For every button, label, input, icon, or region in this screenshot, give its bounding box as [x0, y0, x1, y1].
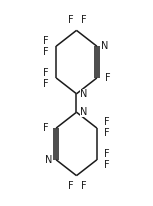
Text: F: F: [68, 15, 74, 25]
Text: F: F: [104, 117, 110, 127]
Text: N: N: [80, 89, 88, 99]
Text: F: F: [104, 128, 110, 138]
Text: F: F: [43, 68, 49, 78]
Text: F: F: [43, 123, 48, 133]
Text: F: F: [43, 36, 49, 46]
Text: F: F: [104, 160, 110, 170]
Text: F: F: [81, 15, 87, 25]
Text: F: F: [43, 47, 49, 57]
Text: N: N: [45, 155, 52, 165]
Text: N: N: [80, 107, 88, 117]
Text: F: F: [105, 73, 110, 83]
Text: F: F: [43, 79, 49, 89]
Text: N: N: [101, 41, 108, 51]
Text: F: F: [68, 181, 74, 191]
Text: F: F: [81, 181, 87, 191]
Text: F: F: [104, 149, 110, 159]
